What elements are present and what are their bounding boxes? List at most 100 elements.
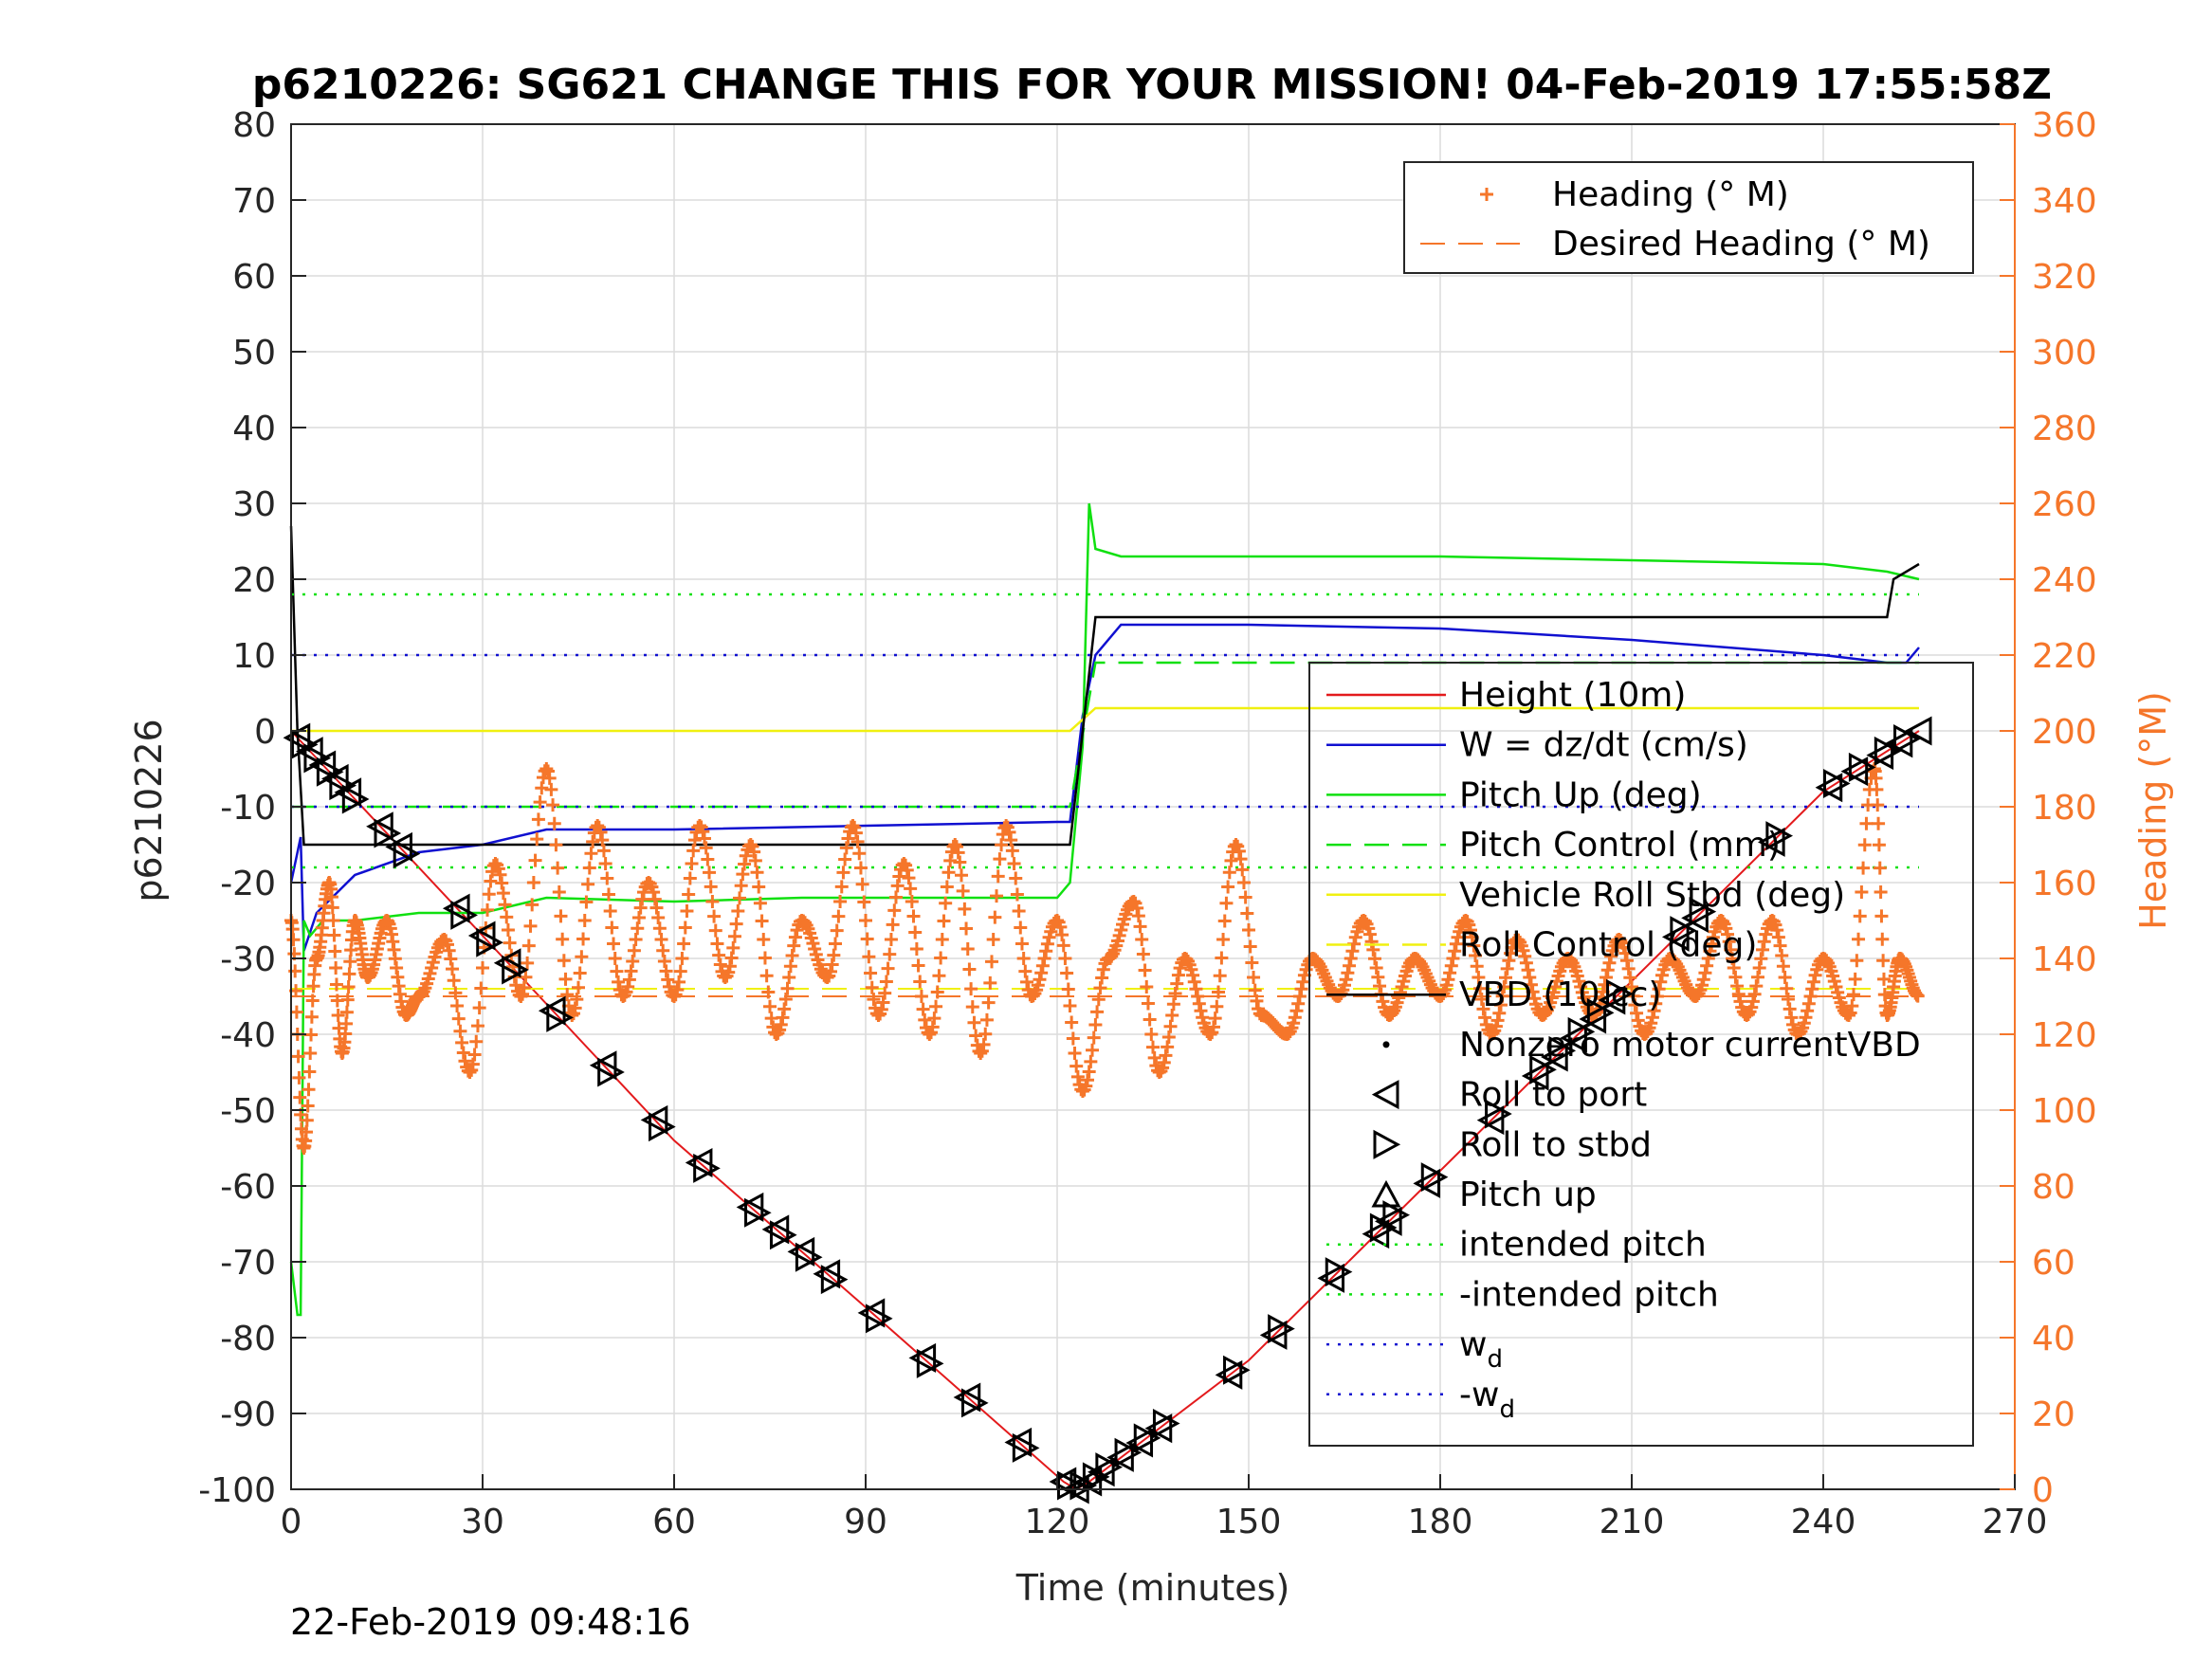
heading-marker (1724, 942, 1738, 957)
heading-marker (482, 887, 496, 902)
heading-marker (886, 918, 900, 932)
heading-marker (724, 951, 739, 965)
heading-marker (516, 987, 530, 1001)
heading-marker (541, 764, 556, 778)
roll-to-port-marker (308, 750, 337, 780)
y-tick-label: -20 (220, 865, 276, 903)
roll-to-port-marker (493, 948, 521, 978)
heading-marker (941, 866, 956, 880)
heading-marker (881, 961, 895, 975)
heading-marker (841, 831, 855, 846)
heading-marker (539, 762, 554, 775)
y2-tick-label: 220 (2032, 637, 2097, 676)
heading-marker (1759, 927, 1773, 941)
heading-marker (1631, 1013, 1645, 1028)
heading-marker (955, 868, 968, 883)
x-axis-label: Time (minutes) (1015, 1567, 1290, 1609)
y2-tick-label: 200 (2032, 713, 2097, 752)
heading-marker (1463, 923, 1477, 938)
heading-marker (953, 855, 967, 869)
heading-marker (1600, 963, 1615, 977)
heading-marker (474, 981, 488, 995)
heading-marker (1775, 949, 1789, 963)
heading-marker (601, 887, 615, 902)
heading-marker (526, 876, 540, 889)
heading-marker (1518, 949, 1532, 963)
roll-to-stbd-marker (374, 818, 402, 848)
heading-marker (661, 973, 675, 987)
heading-marker (1602, 956, 1617, 970)
heading-marker (787, 939, 801, 953)
heading-marker (624, 964, 638, 978)
heading-marker (678, 921, 692, 935)
heading-marker (530, 832, 544, 847)
heading-marker (999, 819, 1014, 832)
heading-marker (978, 1027, 993, 1041)
heading-marker (652, 921, 667, 936)
heading-marker (829, 937, 843, 951)
heading-marker (908, 925, 923, 939)
heading-marker (925, 1020, 940, 1034)
heading-marker (948, 838, 962, 851)
roll-to-port-marker (442, 893, 470, 923)
heading-marker (303, 1047, 318, 1060)
heading-marker (1341, 966, 1355, 980)
heading-marker (1171, 968, 1185, 982)
heading-marker (1490, 1013, 1505, 1028)
heading-marker (1703, 944, 1717, 958)
x-axis-ticks: 0 30 60 90 120 150 180 210 240 270 (281, 1474, 2047, 1541)
heading-marker (949, 840, 963, 854)
heading-marker (1186, 968, 1200, 982)
roll-to-port-marker (857, 1298, 886, 1328)
heading-marker (581, 877, 595, 891)
heading-marker (1910, 989, 1925, 1003)
heading-marker (722, 959, 737, 974)
legend-main-label: wd (1459, 1325, 1503, 1374)
heading-marker (1870, 782, 1884, 796)
heading-marker (1856, 861, 1871, 875)
x-tick-label: 0 (281, 1503, 302, 1541)
heading-marker (1291, 996, 1306, 1011)
heading-marker (1165, 1009, 1179, 1022)
roll-to-stbd-marker (744, 1197, 772, 1228)
roll-to-stbd-marker (1095, 1452, 1124, 1483)
roll-to-port-marker (1521, 1061, 1549, 1091)
heading-marker (981, 995, 996, 1010)
x-tick-label: 210 (1600, 1503, 1665, 1541)
heading-marker (446, 962, 460, 976)
heading-marker (500, 910, 514, 924)
heading-marker (1217, 914, 1232, 928)
legend-swatch (1371, 1080, 1399, 1110)
heading-marker (1628, 998, 1642, 1012)
heading-marker (1731, 987, 1746, 1001)
heading-marker (1630, 1006, 1644, 1020)
heading-marker (549, 838, 563, 852)
y2-tick-label: 340 (2032, 182, 2097, 221)
heading-marker (850, 834, 865, 848)
heading-marker (1292, 990, 1307, 1003)
heading-marker (496, 886, 510, 901)
roll-to-port-marker (787, 1236, 815, 1267)
heading-marker (865, 980, 879, 994)
heading-marker (633, 901, 648, 915)
heading-marker (1140, 980, 1154, 994)
x-tick-label: 30 (461, 1503, 504, 1541)
heading-marker (900, 863, 914, 877)
series-line (289, 525, 1920, 847)
heading-marker (988, 910, 1002, 924)
heading-marker (1208, 1012, 1222, 1026)
heading-marker (1034, 966, 1049, 980)
heading-marker (1236, 875, 1251, 889)
roll-to-stbd-marker (1765, 821, 1794, 851)
heading-marker (927, 1012, 941, 1026)
heading-marker (1654, 975, 1668, 989)
heading-marker (326, 913, 340, 927)
roll-to-port-marker (1413, 1168, 1441, 1198)
heading-marker (327, 928, 341, 942)
y2-tick-label: 160 (2032, 865, 2097, 903)
heading-marker (1053, 920, 1068, 934)
heading-marker (1091, 993, 1106, 1007)
heading-marker (304, 1010, 319, 1024)
roll-to-port-marker (1560, 1023, 1587, 1053)
legend-main-label: -intended pitch (1459, 1275, 1719, 1314)
